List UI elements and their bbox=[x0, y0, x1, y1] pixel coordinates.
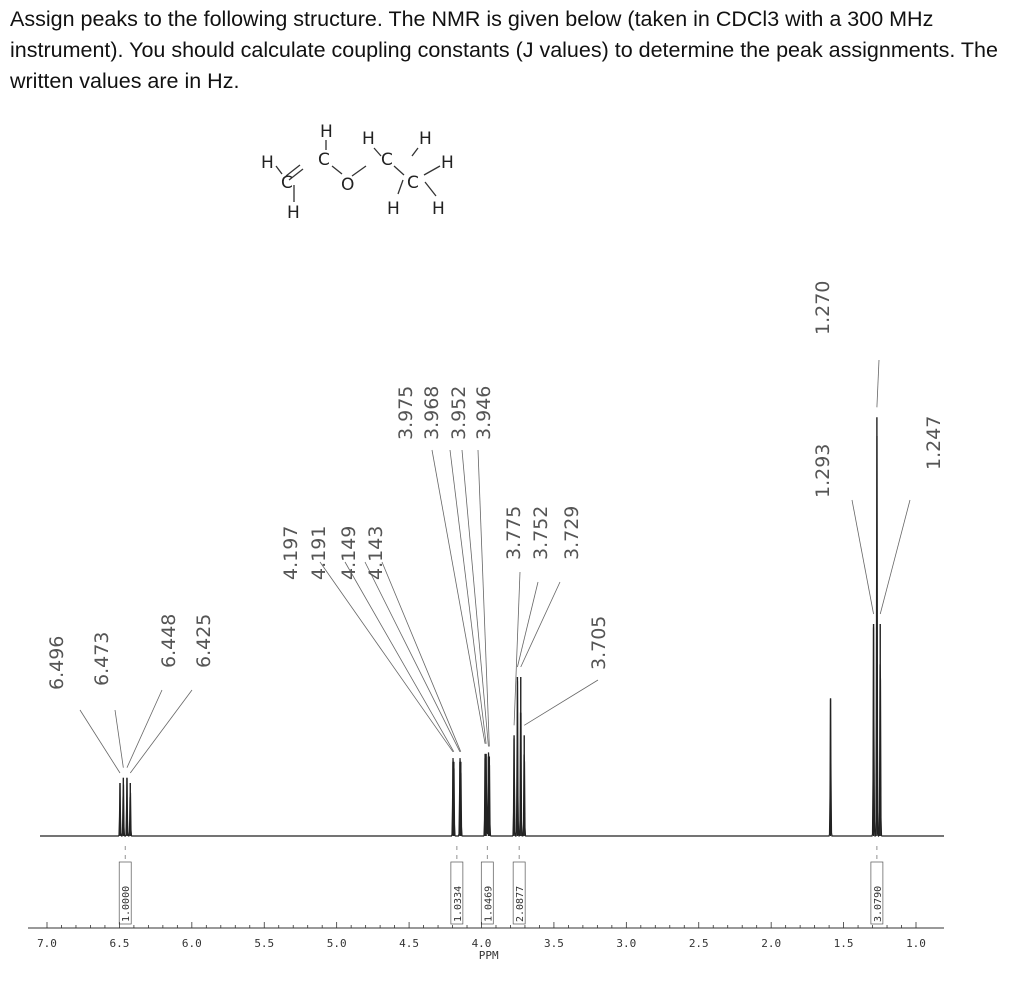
x-tick-label: 6.0 bbox=[182, 937, 202, 950]
atom-h: H bbox=[320, 122, 333, 142]
peak-leader-line bbox=[520, 581, 561, 668]
x-tick-label: 5.0 bbox=[327, 937, 347, 950]
peak-leader-line bbox=[449, 449, 487, 744]
integration-label: 3.0790 bbox=[873, 886, 884, 922]
bond-c1-c2-b bbox=[288, 168, 304, 181]
integration-box bbox=[480, 861, 494, 925]
peak-label: 1.270 bbox=[812, 281, 834, 335]
peak-label: 3.729 bbox=[561, 506, 583, 560]
spectrum-trace bbox=[40, 435, 944, 838]
integration-label: 2.0877 bbox=[515, 886, 526, 922]
peak-leader-line bbox=[79, 709, 121, 774]
integration-label: 1.0334 bbox=[453, 886, 464, 922]
x-tick-label: 2.0 bbox=[761, 937, 781, 950]
integrations: 1.0000 1.0334 1.0469 2.0877 3.0790 bbox=[118, 846, 884, 925]
peak-label: 1.247 bbox=[923, 416, 945, 470]
bond-c4-h-right bbox=[423, 165, 441, 176]
peak-leader-line bbox=[524, 679, 599, 726]
peak-label: 3.705 bbox=[588, 616, 610, 670]
integration-box bbox=[512, 861, 526, 925]
peak-leader-line bbox=[461, 449, 489, 747]
integration-box bbox=[870, 861, 884, 925]
atom-h: H bbox=[387, 199, 400, 219]
x-tick-label: 3.0 bbox=[616, 937, 636, 950]
atom-h: H bbox=[432, 199, 445, 219]
peak-leader-line bbox=[879, 499, 911, 615]
atom-o: O bbox=[341, 175, 354, 195]
peak-leader-line bbox=[364, 561, 461, 752]
peak-leader-line bbox=[126, 689, 163, 768]
atom-h: H bbox=[441, 153, 454, 173]
integration-label: 1.0469 bbox=[483, 886, 494, 922]
bond-c3-c4 bbox=[393, 165, 405, 176]
peak-leader-line bbox=[477, 449, 490, 747]
bond-o-c3 bbox=[351, 165, 367, 177]
peak-label: 3.946 bbox=[473, 386, 495, 440]
x-axis-label: PPM bbox=[479, 949, 499, 962]
atom-h: H bbox=[419, 129, 432, 149]
x-tick-label: 2.5 bbox=[689, 937, 709, 950]
atom-c: C bbox=[381, 150, 393, 170]
peak-label: 6.496 bbox=[46, 636, 68, 690]
peak-labels: 6.496 6.473 6.448 6.425 4.197 4.191 4.149 4.143… bbox=[46, 281, 945, 774]
bond-c4-h-lower bbox=[424, 181, 437, 197]
peak-leader-line bbox=[344, 561, 455, 752]
x-tick-label: 4.5 bbox=[399, 937, 419, 950]
x-tick-label: 7.0 bbox=[37, 937, 57, 950]
peak-label: 3.975 bbox=[395, 386, 417, 440]
peak-label: 4.149 bbox=[338, 526, 360, 580]
atom-c: C bbox=[281, 173, 293, 193]
bond-c3-h-upper bbox=[411, 147, 419, 157]
nmr-spectrum bbox=[40, 417, 944, 838]
peak-label: 6.425 bbox=[193, 614, 215, 668]
atom-c: C bbox=[407, 173, 419, 193]
peak-leader-line bbox=[517, 581, 539, 668]
integration-label: 1.0000 bbox=[121, 886, 132, 922]
bond-c3-h-top bbox=[373, 147, 382, 157]
peak-leader-line bbox=[876, 359, 880, 408]
x-axis: 7.0 6.5 6.0 5.5 5.0 4.5 4.0 3.5 3.0 2.5 2.0 1.5 1.0 P… bbox=[28, 922, 944, 962]
bond-c2-o bbox=[331, 165, 343, 175]
x-tick-label: 6.5 bbox=[109, 937, 129, 950]
molecule-atoms: H H H H C C O C C H H H H bbox=[261, 122, 454, 223]
peak-leader-line bbox=[381, 561, 462, 752]
peak-leader-line bbox=[513, 571, 521, 726]
peak-label: 4.143 bbox=[365, 526, 387, 580]
atom-h: H bbox=[287, 203, 300, 223]
peak-label: 4.191 bbox=[308, 526, 330, 580]
atom-c: C bbox=[318, 150, 330, 170]
x-tick-label: 5.5 bbox=[254, 937, 274, 950]
peak-leader-line bbox=[851, 499, 874, 615]
atom-h: H bbox=[261, 153, 274, 173]
peak-label: 3.968 bbox=[421, 386, 443, 440]
peak-label: 6.473 bbox=[91, 632, 113, 686]
x-tick-label: 1.0 bbox=[906, 937, 926, 950]
x-tick-label: 1.5 bbox=[834, 937, 854, 950]
peak-leader-line bbox=[319, 561, 454, 753]
question-text: Assign peaks to the following structure.… bbox=[10, 7, 998, 93]
peak-label: 6.448 bbox=[158, 614, 180, 668]
peak-leader-line bbox=[431, 449, 486, 744]
peak-label: 3.752 bbox=[530, 506, 552, 560]
bond-c1-c2-a bbox=[285, 164, 301, 177]
peak-label: 4.197 bbox=[280, 526, 302, 580]
peak-leader-line bbox=[114, 709, 124, 768]
peak-label: 3.952 bbox=[448, 386, 470, 440]
x-tick-label: 3.5 bbox=[544, 937, 564, 950]
bond-h-c1 bbox=[275, 165, 283, 175]
bond-c3-h-bottom bbox=[397, 179, 404, 195]
atom-h: H bbox=[362, 129, 375, 149]
peak-leader-line bbox=[129, 689, 193, 774]
x-tick-label: 4.0 bbox=[472, 937, 492, 950]
molecule-structure bbox=[275, 140, 441, 202]
integration-box bbox=[450, 861, 464, 925]
integration-box bbox=[118, 861, 132, 925]
peak-label: 3.775 bbox=[503, 506, 525, 560]
peak-label: 1.293 bbox=[812, 444, 834, 498]
